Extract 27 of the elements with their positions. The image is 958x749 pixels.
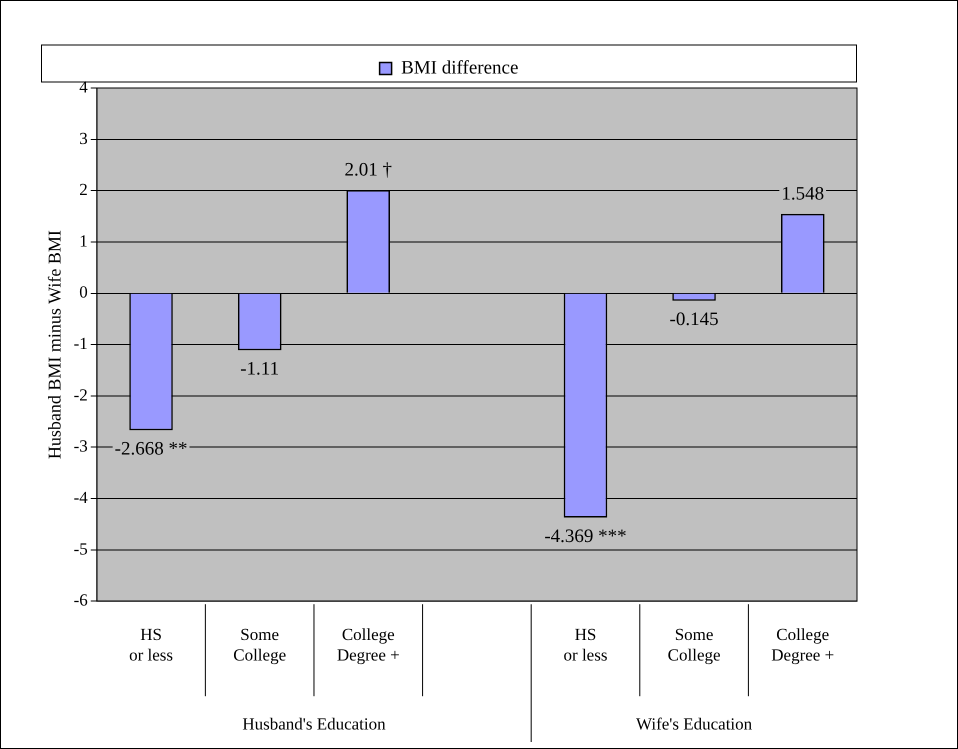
- x-tick-label: HS or less: [129, 624, 174, 664]
- y-tick-label: 0: [79, 282, 88, 302]
- data-label: 2.01 †: [344, 160, 392, 181]
- x-tick-label: Some College: [668, 624, 721, 664]
- y-tick-label: -1: [74, 334, 88, 354]
- data-label: -2.668 **: [114, 438, 188, 460]
- data-label: -1.11: [240, 358, 280, 380]
- text: Wife's Education: [636, 714, 753, 734]
- x-tick-label: Some College: [233, 624, 286, 664]
- legend-label: BMI difference: [401, 57, 518, 78]
- y-tick-label: -4: [74, 488, 88, 508]
- y-tick-label: -6: [74, 590, 88, 610]
- y-tick-label: 1: [79, 231, 88, 250]
- data-label: -0.145: [670, 309, 719, 330]
- y-tick-label: -5: [74, 539, 88, 558]
- data-label: -4.369 ***: [544, 526, 627, 547]
- y-tick-label: 2: [79, 180, 88, 200]
- y-tick-label: -3: [74, 436, 88, 456]
- data-label: 1.548: [781, 183, 824, 204]
- y-tick-label: 4: [79, 77, 88, 96]
- x-tick-label: College Degree +: [771, 624, 834, 664]
- x-tick-label: College Degree +: [336, 624, 400, 664]
- x-tick-label: HS or less: [564, 624, 608, 664]
- y-axis-title: Husband BMI minus Wife BMI: [44, 230, 65, 460]
- y-tick-label: 3: [79, 128, 88, 148]
- y-tick-label: -2: [74, 385, 88, 404]
- text: Husband's Education: [242, 714, 386, 734]
